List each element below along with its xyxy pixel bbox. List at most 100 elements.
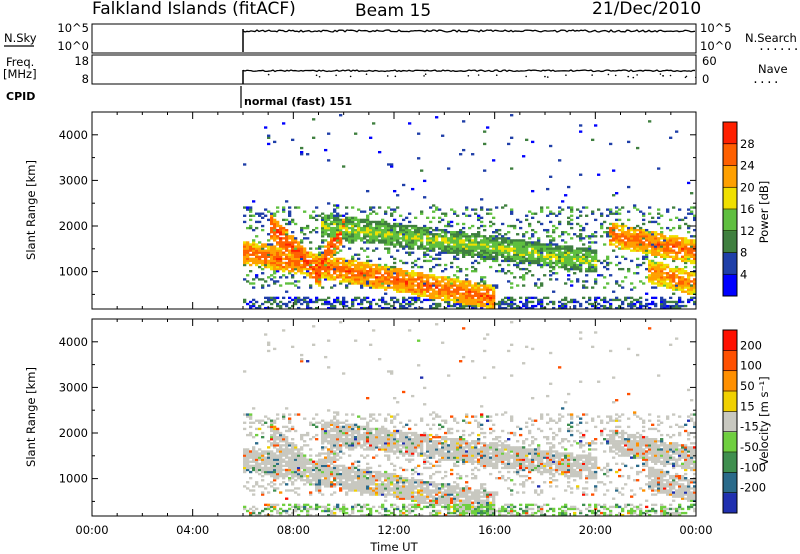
- power-cell: [648, 212, 652, 215]
- power-cell: [276, 220, 280, 224]
- power-cell: [648, 220, 652, 224]
- power-cell: [651, 272, 655, 275]
- power-cell: [246, 249, 250, 252]
- power-cell: [672, 292, 676, 295]
- power-cell: [396, 288, 400, 291]
- power-cell: [429, 231, 433, 234]
- power-cell: [579, 214, 583, 217]
- velocity-cell: [333, 507, 337, 511]
- power-cell: [369, 272, 373, 275]
- power-cell: [642, 255, 646, 258]
- power-cell: [492, 241, 496, 244]
- power-cell: [351, 235, 355, 238]
- power-cell: [333, 298, 337, 302]
- power-cell: [681, 284, 685, 287]
- velocity-cell: [351, 468, 355, 472]
- power-cell: [519, 226, 523, 230]
- power-cell: [609, 304, 613, 308]
- power-cell: [666, 278, 670, 281]
- power-cell: [462, 235, 466, 238]
- power-cell: [285, 257, 289, 261]
- power-cell: [660, 296, 664, 300]
- power-cell: [597, 302, 601, 306]
- velocity-cell: [243, 456, 247, 459]
- velocity-cell: [276, 509, 280, 513]
- freq-line: [242, 69, 696, 73]
- velocity-cell: [324, 460, 328, 463]
- velocity-cell: [303, 470, 307, 474]
- velocity-cell: [345, 477, 349, 480]
- power-cell: [309, 255, 313, 258]
- power-cell: [372, 267, 376, 271]
- velocity-cell: [267, 462, 271, 465]
- power-cell: [510, 167, 514, 170]
- power-cell: [348, 233, 352, 236]
- power-cell: [447, 298, 451, 302]
- power-cell: [378, 239, 382, 242]
- power-cell: [591, 265, 595, 269]
- power-cell: [441, 239, 445, 242]
- power-cell: [396, 284, 400, 287]
- velocity-cell: [357, 427, 361, 431]
- velocity-cell: [249, 415, 253, 418]
- power-cell: [348, 222, 352, 226]
- power-cell: [657, 243, 661, 246]
- power-cell: [405, 228, 409, 232]
- power-cell: [363, 274, 367, 277]
- power-cell: [534, 243, 538, 246]
- power-cell: [483, 245, 487, 248]
- power-cell: [255, 306, 259, 310]
- velocity-cell: [327, 433, 331, 437]
- power-cell: [426, 276, 430, 279]
- power-cell: [378, 224, 382, 228]
- velocity-cell: [372, 446, 376, 449]
- power-cell: [606, 300, 610, 304]
- power-cell: [330, 231, 334, 234]
- power-cell: [375, 220, 379, 224]
- power-cell: [462, 296, 466, 300]
- power-cell: [585, 261, 589, 265]
- power-cell: [357, 257, 361, 261]
- velocity-cell: [339, 425, 343, 429]
- power-cell: [261, 224, 265, 228]
- power-cell: [282, 231, 286, 234]
- power-cell: [660, 226, 664, 230]
- velocity-cell: [342, 442, 346, 445]
- power-cell: [360, 300, 364, 304]
- power-cell: [258, 241, 262, 244]
- velocity-cell: [315, 474, 319, 478]
- power-cell: [462, 294, 466, 297]
- power-cell: [366, 226, 370, 230]
- velocity-cell: [291, 477, 295, 480]
- velocity-cell: [300, 435, 304, 439]
- velocity-cell: [324, 468, 328, 472]
- power-cell: [579, 173, 583, 176]
- power-cell: [585, 222, 589, 226]
- power-cell: [330, 302, 334, 306]
- velocity-cell: [354, 477, 358, 480]
- power-cell: [501, 259, 505, 263]
- power-cell: [246, 243, 250, 246]
- velocity-cell: [369, 419, 373, 422]
- velocity-cell: [372, 448, 376, 451]
- velocity-cell: [387, 458, 391, 461]
- power-cell: [639, 296, 643, 300]
- power-cell: [465, 233, 469, 236]
- power-cell: [609, 243, 613, 246]
- power-cell: [354, 231, 358, 234]
- power-cell: [483, 288, 487, 291]
- power-cell: [339, 267, 343, 271]
- velocity-cell: [357, 468, 361, 472]
- power-cell: [453, 210, 457, 213]
- power-cell: [594, 218, 598, 222]
- power-cell: [672, 235, 676, 238]
- velocity-cell: [273, 472, 277, 476]
- power-cell: [660, 249, 664, 252]
- power-cell: [621, 245, 625, 248]
- power-cell: [471, 286, 475, 289]
- power-cell: [324, 239, 328, 242]
- power-cell: [513, 249, 517, 252]
- velocity-cell: [333, 477, 337, 480]
- power-cell: [258, 265, 262, 269]
- velocity-cell: [366, 489, 370, 492]
